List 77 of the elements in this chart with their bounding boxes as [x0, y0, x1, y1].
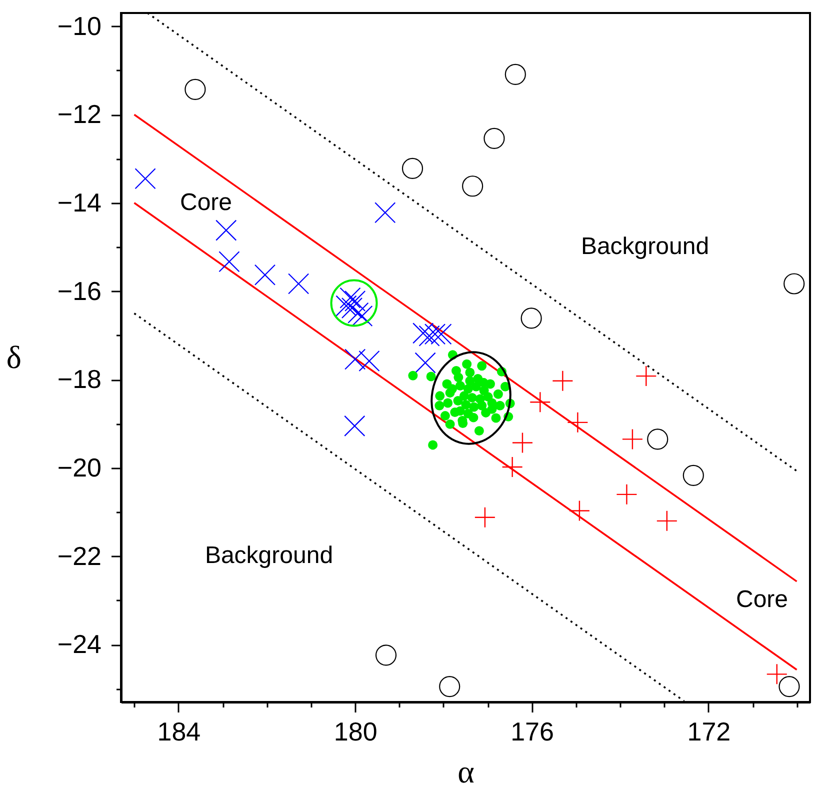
point — [465, 368, 475, 378]
point — [439, 676, 460, 698]
x-tick-label: 176 — [510, 716, 554, 746]
point — [493, 389, 503, 399]
point — [408, 370, 418, 380]
point — [462, 176, 484, 197]
point — [504, 64, 526, 85]
point — [500, 382, 510, 392]
point — [428, 440, 438, 450]
point — [218, 251, 240, 272]
point — [375, 644, 397, 666]
point — [512, 432, 532, 453]
x-tick-label: 184 — [157, 716, 201, 746]
y-axis-title: δ — [6, 339, 22, 375]
point — [520, 308, 542, 329]
point — [622, 429, 642, 450]
y-tick-label: −10 — [57, 10, 102, 41]
point — [184, 78, 206, 100]
point — [766, 664, 787, 684]
point — [288, 273, 309, 294]
point — [254, 264, 276, 286]
point — [467, 392, 477, 402]
point — [451, 366, 461, 376]
point — [358, 350, 380, 372]
point — [216, 220, 237, 241]
point — [455, 406, 465, 416]
point — [440, 411, 450, 421]
point — [568, 412, 588, 432]
point — [569, 500, 590, 521]
point — [134, 168, 156, 190]
point — [647, 428, 668, 450]
point — [487, 398, 497, 408]
point — [552, 370, 573, 391]
annotation: Core — [736, 586, 788, 613]
point — [453, 396, 463, 406]
point — [474, 426, 484, 436]
point — [481, 408, 491, 418]
annotation: Background — [204, 542, 334, 569]
point — [491, 413, 501, 423]
y-tick-label: −24 — [57, 629, 102, 660]
x-tick-label: 172 — [687, 716, 731, 746]
point — [463, 408, 473, 418]
point — [434, 400, 444, 410]
y-tick-label: −12 — [57, 99, 102, 130]
x-tick-label: 180 — [334, 716, 378, 746]
point — [344, 416, 366, 436]
y-tick-label: −22 — [57, 540, 102, 571]
point — [445, 419, 455, 429]
point — [784, 273, 805, 294]
point — [682, 464, 704, 486]
point — [435, 391, 445, 401]
point — [502, 457, 522, 478]
point — [443, 398, 453, 408]
point — [465, 376, 475, 386]
point — [477, 361, 487, 371]
point — [495, 400, 505, 410]
point — [374, 202, 396, 224]
point — [484, 128, 505, 149]
point — [430, 324, 452, 344]
y-tick-label: −18 — [57, 364, 102, 394]
point — [473, 374, 483, 384]
point — [462, 359, 472, 369]
point — [414, 352, 436, 374]
y-tick-label: −20 — [57, 452, 102, 482]
annotation: Background — [580, 233, 710, 260]
y-tick-label: −14 — [57, 187, 102, 218]
point — [616, 484, 637, 504]
point — [477, 400, 487, 410]
x-axis-title: α — [458, 754, 475, 790]
point — [424, 324, 446, 344]
point — [402, 158, 424, 179]
y-tick-label: −16 — [57, 276, 102, 306]
point — [426, 372, 436, 382]
point — [455, 381, 465, 390]
annotation: Core — [180, 189, 232, 216]
point — [448, 384, 457, 394]
point — [778, 676, 800, 698]
